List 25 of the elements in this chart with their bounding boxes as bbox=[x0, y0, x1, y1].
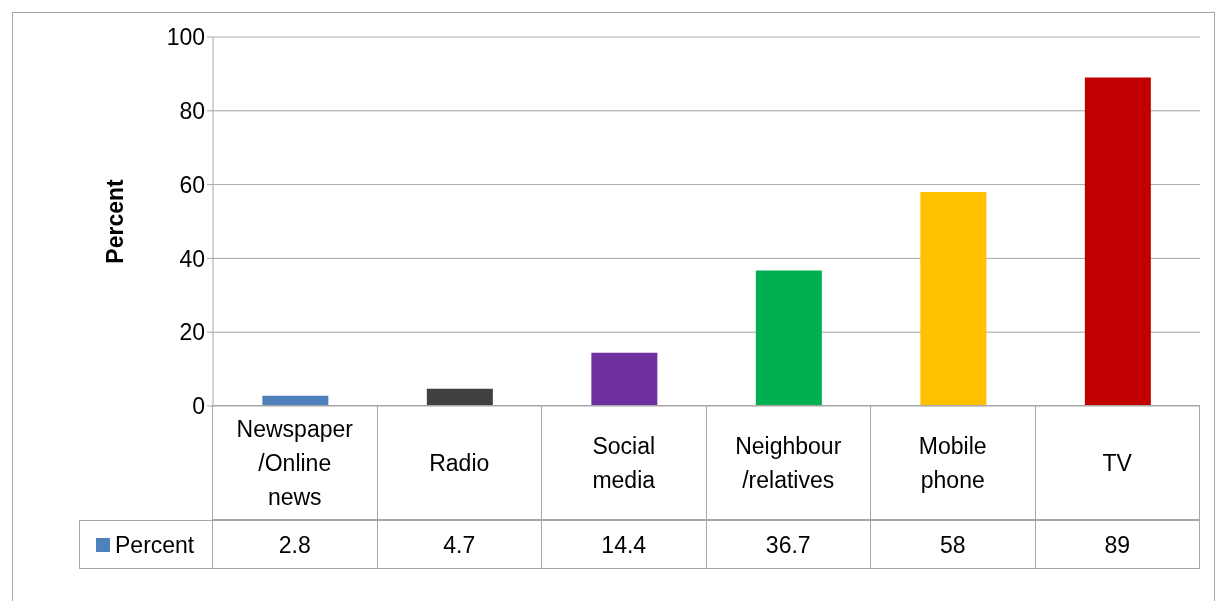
y-tick-label: 20 bbox=[179, 319, 205, 346]
data-label: 36.7 bbox=[705, 520, 871, 569]
x-tick-label: Newspaper /Online news bbox=[236, 414, 353, 512]
data-label: 14.4 bbox=[541, 520, 707, 569]
data-label: 4.7 bbox=[376, 520, 542, 569]
bar bbox=[591, 352, 658, 406]
x-tick-label: Neighbour /relatives bbox=[735, 431, 842, 495]
data-label: 89 bbox=[1034, 520, 1200, 569]
x-tick-label: Mobile phone bbox=[917, 431, 988, 495]
y-tick-label: 80 bbox=[179, 97, 205, 124]
bar bbox=[755, 270, 822, 406]
data-label: 2.8 bbox=[212, 520, 378, 569]
y-tick-label: 40 bbox=[179, 245, 205, 272]
x-tick-label: Social media bbox=[591, 431, 657, 495]
bar bbox=[920, 191, 987, 406]
legend-label: Percent bbox=[115, 530, 195, 560]
y-tick-label: 100 bbox=[166, 24, 205, 51]
x-tick-label: TV bbox=[1102, 448, 1132, 478]
y-axis-title: Percent bbox=[102, 178, 128, 264]
bar bbox=[426, 388, 493, 406]
data-label: 58 bbox=[870, 520, 1036, 569]
bar bbox=[1084, 77, 1151, 406]
y-tick-label: 60 bbox=[179, 171, 205, 198]
y-tick-label: 0 bbox=[192, 393, 205, 420]
x-tick-label: Radio bbox=[429, 448, 490, 478]
